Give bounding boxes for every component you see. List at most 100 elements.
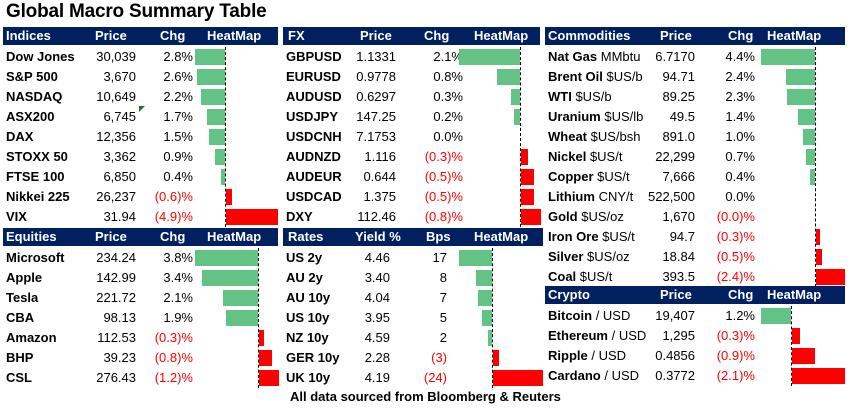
heatmap-bar (259, 330, 264, 346)
table-row[interactable]: ASX200 6,745 1.7% (3, 107, 278, 127)
table-row[interactable]: AUDNZD 1.116 (0.3)% (283, 147, 540, 167)
table-row[interactable]: Ripple / USD 0.4856 (0.9)% (545, 346, 845, 366)
column-header-price[interactable]: Price (95, 28, 127, 43)
column-header-rates[interactable]: Rates (288, 229, 324, 244)
row-change: 0.0% (433, 129, 463, 144)
table-row[interactable]: WTI $US/b 89.25 2.3% (545, 87, 845, 107)
row-name-label: S&P 500 (6, 69, 58, 84)
row-name-label: USDJPY (286, 109, 339, 124)
table-row[interactable]: Coal $US/t 393.5 (2.4)% (545, 267, 845, 287)
row-price: 12,356 (96, 129, 136, 144)
column-header-fx[interactable]: FX (288, 28, 305, 43)
crypto-table: Crypto Price Chg HeatMap Bitcoin / USD 19,407… (545, 286, 845, 386)
column-header-indices[interactable]: Indices (6, 28, 51, 43)
row-name-label: Ethereum (548, 328, 608, 343)
row-unit: $US/bsh (590, 129, 641, 144)
table-row[interactable]: EURUSD 0.9778 0.8% (283, 67, 540, 87)
table-row[interactable]: US 2y 4.46 17 (283, 248, 543, 268)
table-row[interactable]: USDCNH 7.1753 0.0% (283, 127, 540, 147)
column-header-bps[interactable]: Bps (426, 229, 451, 244)
column-header-chg[interactable]: Chg (160, 28, 186, 43)
table-row[interactable]: Uranium $US/lb 49.5 1.4% (545, 107, 845, 127)
table-row[interactable]: USDCAD 1.375 (0.5)% (283, 187, 540, 207)
column-header-yield[interactable]: Yield % (355, 229, 401, 244)
table-row[interactable]: NZ 10y 4.59 2 (283, 328, 543, 348)
row-name-label: UK 10y (286, 370, 331, 385)
table-row[interactable]: US 10y 3.95 5 (283, 308, 543, 328)
table-row[interactable]: Microsoft 234.24 3.8% (3, 248, 278, 268)
column-header-chg[interactable]: Chg (424, 28, 450, 43)
table-row[interactable]: AU 10y 4.04 7 (283, 288, 543, 308)
fx-heatmap-axis (520, 47, 521, 227)
column-header-heatmap[interactable]: HeatMap (474, 28, 529, 43)
table-row[interactable]: Gold $US/oz 1,670 (0.0)% (545, 207, 845, 227)
table-row[interactable]: DXY 112.46 (0.8)% (283, 207, 541, 227)
table-row[interactable]: BHP 39.23 (0.8)% (3, 348, 278, 368)
column-header-heatmap[interactable]: HeatMap (767, 28, 822, 43)
column-header-crypto[interactable]: Crypto (548, 287, 590, 302)
table-row[interactable]: AUDEUR 0.644 (0.5)% (283, 167, 540, 187)
row-change: (0.5)% (424, 169, 463, 184)
row-unit: $US/lb (604, 109, 644, 124)
table-row[interactable]: S&P 500 3,670 2.6% (3, 67, 278, 87)
table-row[interactable]: Dow Jones 30,039 2.8% (3, 47, 278, 67)
row-name-label: Apple (6, 270, 43, 285)
table-row[interactable]: Lithium CNY/t 522,500 0.0% (545, 187, 845, 207)
column-header-chg[interactable]: Chg (728, 287, 754, 302)
table-row[interactable]: Tesla 221.72 2.1% (3, 288, 278, 308)
row-change: (4.9)% (154, 209, 193, 224)
table-row[interactable]: GER 10y 2.28 (3) (283, 348, 543, 368)
table-row[interactable]: Cardano / USD 0.3772 (2.1)% (545, 366, 845, 386)
column-header-chg[interactable]: Chg (728, 28, 754, 43)
row-name: Bitcoin / USD (548, 308, 630, 323)
column-header-price[interactable]: Price (660, 287, 692, 302)
row-price: 49.5 (669, 109, 695, 124)
table-row[interactable]: Brent Oil $US/b 94.71 2.4% (545, 67, 845, 87)
table-row[interactable]: AUDUSD 0.6297 0.3% (283, 87, 540, 107)
row-name-label: AUDNZD (286, 149, 341, 164)
table-row[interactable]: Apple 142.99 3.4% (3, 268, 278, 288)
equities-header: Equities Price Chg HeatMap (3, 228, 278, 246)
row-price: 112.46 (357, 209, 396, 224)
table-row[interactable]: Iron Ore $US/t 94.7 (0.3)% (545, 227, 845, 247)
row-price: 142.99 (96, 270, 136, 285)
row-unit: CNY/t (598, 189, 634, 204)
column-header-heatmap[interactable]: HeatMap (767, 287, 822, 302)
table-row[interactable]: UK 10y 4.19 (24) (283, 368, 543, 388)
table-row[interactable]: Nickel $US/t 22,299 0.7% (545, 147, 845, 167)
table-row[interactable]: VIX 31.94 (4.9)% (3, 207, 278, 227)
table-row[interactable]: GBPUSD 1.1331 2.1% (283, 47, 540, 67)
column-header-equities[interactable]: Equities (6, 229, 57, 244)
table-row[interactable]: Amazon 112.53 (0.3)% (3, 328, 278, 348)
table-row[interactable]: NASDAQ 10,649 2.2% (3, 87, 278, 107)
row-unit: $US/oz (581, 209, 624, 224)
table-row[interactable]: Copper $US/t 7,666 0.4% (545, 167, 845, 187)
table-row[interactable]: CBA 98.13 1.9% (3, 308, 278, 328)
table-row[interactable]: Wheat $US/bsh 891.0 1.0% (545, 127, 845, 147)
table-row[interactable]: USDJPY 147.25 0.2% (283, 107, 540, 127)
column-header-commodities[interactable]: Commodities (548, 28, 631, 43)
column-header-heatmap[interactable]: HeatMap (207, 28, 262, 43)
table-row[interactable]: Bitcoin / USD 19,407 1.2% (545, 306, 845, 326)
table-row[interactable]: Nikkei 225 26,237 (0.6)% (3, 187, 278, 207)
row-price: 1.375 (363, 189, 396, 204)
row-price: 6.7170 (655, 49, 695, 64)
column-header-price[interactable]: Price (95, 229, 127, 244)
row-price: 6,745 (103, 109, 136, 124)
table-row[interactable]: CSL 276.43 (1.2)% (3, 368, 279, 388)
row-price: 3,670 (103, 69, 136, 84)
column-header-chg[interactable]: Chg (160, 229, 186, 244)
column-header-price[interactable]: Price (660, 28, 692, 43)
table-row[interactable]: Nat Gas MMbtu 6.7170 4.4% (545, 47, 845, 67)
column-header-heatmap[interactable]: HeatMap (474, 229, 529, 244)
table-row[interactable]: DAX 12,356 1.5% (3, 127, 278, 147)
table-row[interactable]: Silver $US/oz 18.84 (0.5)% (545, 247, 845, 267)
table-row[interactable]: AU 2y 3.40 8 (283, 268, 543, 288)
column-header-price[interactable]: Price (360, 28, 392, 43)
column-header-heatmap[interactable]: HeatMap (207, 229, 262, 244)
heatmap-bar (201, 89, 225, 105)
table-row[interactable]: Ethereum / USD 1,295 (0.3)% (545, 326, 845, 346)
row-name-label: AU 2y (286, 270, 323, 285)
table-row[interactable]: FTSE 100 6,850 0.4% (3, 167, 278, 187)
table-row[interactable]: STOXX 50 3,362 0.9% (3, 147, 278, 167)
